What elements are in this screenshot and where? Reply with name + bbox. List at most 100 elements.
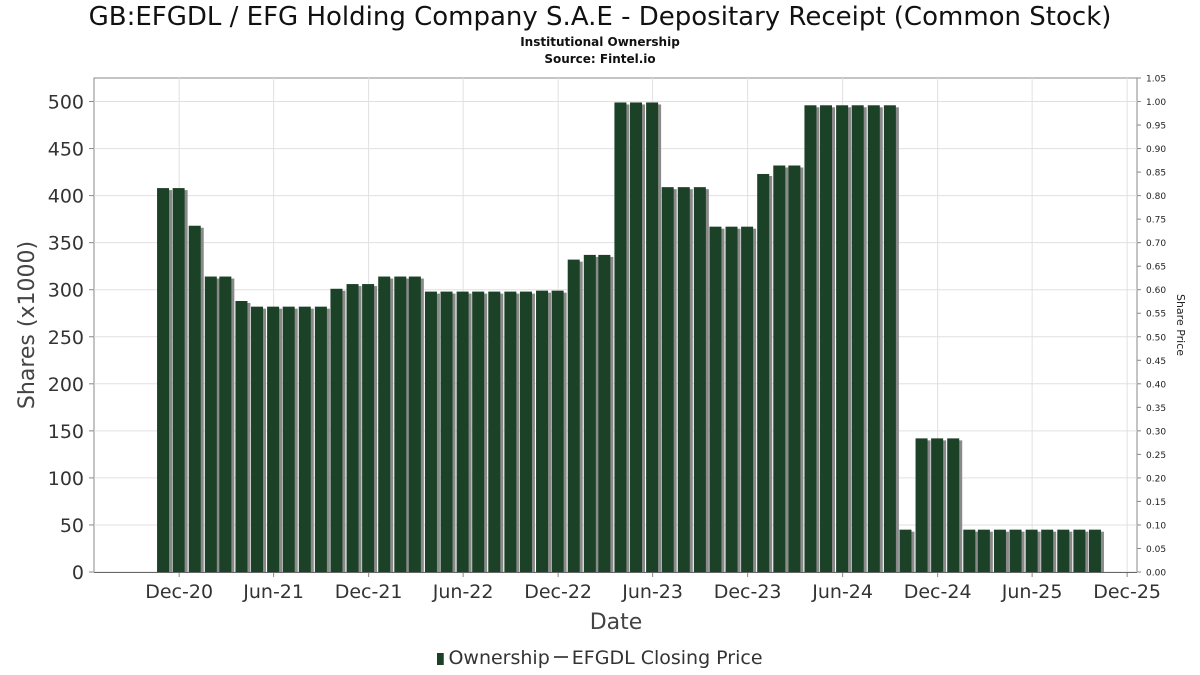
legend-swatch-price: [553, 656, 568, 658]
ownership-bar: [440, 291, 453, 572]
ownership-bar: [899, 529, 912, 572]
y2-tick-label: 0.90: [1146, 145, 1166, 155]
y-tick-label: 50: [60, 515, 84, 537]
y-tick-label: 500: [48, 92, 84, 114]
ownership-bar: [551, 290, 564, 572]
ownership-bar: [963, 529, 976, 572]
legend-label-price: EFGDL Closing Price: [571, 647, 763, 669]
ownership-bar: [251, 306, 264, 572]
y-tick-label: 200: [48, 374, 84, 396]
y2-tick-label: 0.35: [1146, 404, 1166, 414]
axes-group: 0 50 100 150 200 250 300 350 400 450 500 Dec-20 Jun-…: [48, 75, 1167, 604]
ownership-bar: [598, 254, 611, 572]
ownership-bar: [536, 290, 549, 572]
ownership-bar: [993, 529, 1006, 572]
y2-tick-label: 0.85: [1146, 169, 1166, 179]
y2-tick-label: 0.80: [1146, 192, 1166, 202]
ownership-bar: [157, 188, 170, 572]
ownership-bar: [1025, 529, 1038, 572]
ownership-bar: [424, 291, 437, 572]
y-tick-label: 400: [48, 186, 84, 208]
ownership-bar: [836, 105, 849, 572]
y2-tick-label: 0.40: [1146, 380, 1166, 390]
y2-tick-label: 0.10: [1146, 521, 1166, 531]
ownership-bar: [931, 438, 944, 572]
y2-tick-label: 0.20: [1146, 474, 1166, 484]
ownership-bar: [172, 188, 185, 572]
y2-tick-label: 0.60: [1146, 286, 1166, 296]
y2-tick-label: 0.45: [1146, 357, 1166, 367]
ownership-bar: [456, 291, 469, 572]
ownership-bar: [235, 301, 248, 572]
ownership-bar: [867, 105, 880, 572]
ownership-bar: [614, 102, 627, 573]
ownership-bar: [378, 276, 391, 572]
ownership-bar: [188, 225, 201, 572]
x-tick-label: Jun-25: [1001, 581, 1063, 603]
chart-source: Source: Fintel.io: [544, 52, 656, 66]
y-tick-label: 250: [48, 327, 84, 349]
ownership-bar: [851, 105, 864, 572]
ownership-bar: [298, 306, 311, 572]
y-tick-label: 150: [48, 421, 84, 443]
y-tick-label: 300: [48, 280, 84, 302]
ownership-bar: [346, 284, 359, 572]
y2-tick-label: 0.25: [1146, 451, 1166, 461]
y2-tick-label: 0.15: [1146, 498, 1166, 508]
ownership-bar: [567, 259, 580, 572]
ownership-bar: [804, 105, 817, 572]
ownership-bar: [408, 276, 421, 572]
ownership-bar: [267, 306, 280, 572]
y2-tick-label: 0.95: [1146, 122, 1166, 132]
x-tick-label: Jun-24: [811, 581, 873, 603]
ownership-bar: [314, 306, 327, 572]
ownership-bar: [693, 187, 706, 572]
ownership-bar: [583, 254, 596, 572]
y2-axis-label: Share Price: [1174, 294, 1187, 356]
ownership-bar: [394, 276, 407, 572]
ownership-bar: [1041, 529, 1054, 572]
chart-subtitle: Institutional Ownership: [520, 35, 680, 49]
ownership-bar: [883, 105, 896, 572]
ownership-bar: [646, 102, 659, 573]
ownership-bar: [219, 276, 232, 572]
ownership-bar: [757, 173, 770, 572]
y-axis-label: Shares (x1000): [15, 241, 40, 409]
y2-tick-label: 0.30: [1146, 427, 1166, 437]
ownership-bar: [1088, 529, 1101, 572]
y-tick-label: 0: [72, 562, 84, 584]
x-tick-label: Jun-22: [432, 581, 494, 603]
ownership-bar: [820, 105, 833, 572]
bars-group: [157, 102, 1104, 573]
y2-tick-label: 0.50: [1146, 333, 1166, 343]
legend: Ownership EFGDL Closing Price: [0, 647, 1200, 669]
ownership-bar: [773, 165, 786, 572]
legend-swatch-ownership: [437, 653, 445, 665]
y2-tick-label: 0.05: [1146, 545, 1166, 555]
y-tick-label: 350: [48, 233, 84, 255]
ownership-bar: [725, 226, 738, 572]
x-tick-label: Dec-21: [335, 581, 403, 603]
x-tick-label: Jun-21: [242, 581, 304, 603]
ownership-bar: [741, 226, 754, 572]
ownership-bar: [677, 187, 690, 572]
ownership-bar: [1057, 529, 1070, 572]
ownership-bar: [504, 291, 517, 572]
y2-tick-label: 0.75: [1146, 216, 1166, 226]
ownership-bar: [788, 165, 801, 572]
x-tick-label: Dec-25: [1093, 581, 1161, 603]
y-tick-label: 450: [48, 139, 84, 161]
ownership-bar: [915, 438, 928, 572]
ownership-bar: [330, 288, 343, 572]
ownership-bar: [282, 306, 295, 572]
ownership-bar: [630, 102, 643, 573]
x-tick-label: Dec-23: [714, 581, 782, 603]
y2-tick-label: 1.05: [1146, 75, 1166, 85]
y2-tick-label: 0.70: [1146, 239, 1166, 249]
ownership-bar: [947, 438, 960, 572]
ownership-bar: [977, 529, 990, 572]
ownership-bar: [362, 284, 375, 572]
y2-tick-label: 1.00: [1146, 98, 1166, 108]
ownership-bar: [661, 187, 674, 572]
